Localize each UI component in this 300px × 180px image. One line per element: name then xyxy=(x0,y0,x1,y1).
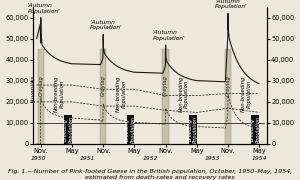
Text: 'Autumn
Population': 'Autumn Population' xyxy=(28,3,61,13)
Text: Breeding
Population: Breeding Population xyxy=(125,116,136,143)
Text: 'Autumn
Population': 'Autumn Population' xyxy=(215,0,248,9)
Text: Greylag: Greylag xyxy=(38,75,43,96)
Bar xyxy=(64,114,72,144)
Text: 1951: 1951 xyxy=(80,156,95,161)
Bar xyxy=(251,114,259,144)
Text: 'Autumn
Population': 'Autumn Population' xyxy=(90,20,123,30)
Bar xyxy=(38,49,44,144)
Text: Non-breeding
Population: Non-breeding Population xyxy=(116,75,127,112)
Text: Non-breeding
Population: Non-breeding Population xyxy=(54,75,64,112)
Text: 1952: 1952 xyxy=(142,156,158,161)
Bar xyxy=(225,49,231,144)
Text: Greylag: Greylag xyxy=(101,75,106,96)
Text: Breeding
Population: Breeding Population xyxy=(188,116,198,143)
Bar xyxy=(163,49,169,144)
Text: Breeding
Population: Breeding Population xyxy=(250,116,261,143)
Text: 1954: 1954 xyxy=(251,156,267,161)
Bar xyxy=(127,114,134,144)
Text: Fig. 1.—Number of Pink-footed Geese in the British population, October, 1950–May: Fig. 1.—Number of Pink-footed Geese in t… xyxy=(8,169,292,180)
Text: Greylag: Greylag xyxy=(163,75,168,96)
Text: 1950: 1950 xyxy=(31,156,46,161)
Text: Juveniles: Juveniles xyxy=(32,76,37,102)
Bar xyxy=(189,114,197,144)
Text: Greylag: Greylag xyxy=(226,75,230,96)
Text: 1953: 1953 xyxy=(205,156,220,161)
Text: 'Autumn
Population': 'Autumn Population' xyxy=(153,30,185,41)
Bar xyxy=(100,49,106,144)
Text: Non-breeding
Population: Non-breeding Population xyxy=(178,75,189,112)
Text: Non-breeding
Population: Non-breeding Population xyxy=(241,75,252,112)
Text: Breeding
Population: Breeding Population xyxy=(63,116,74,143)
